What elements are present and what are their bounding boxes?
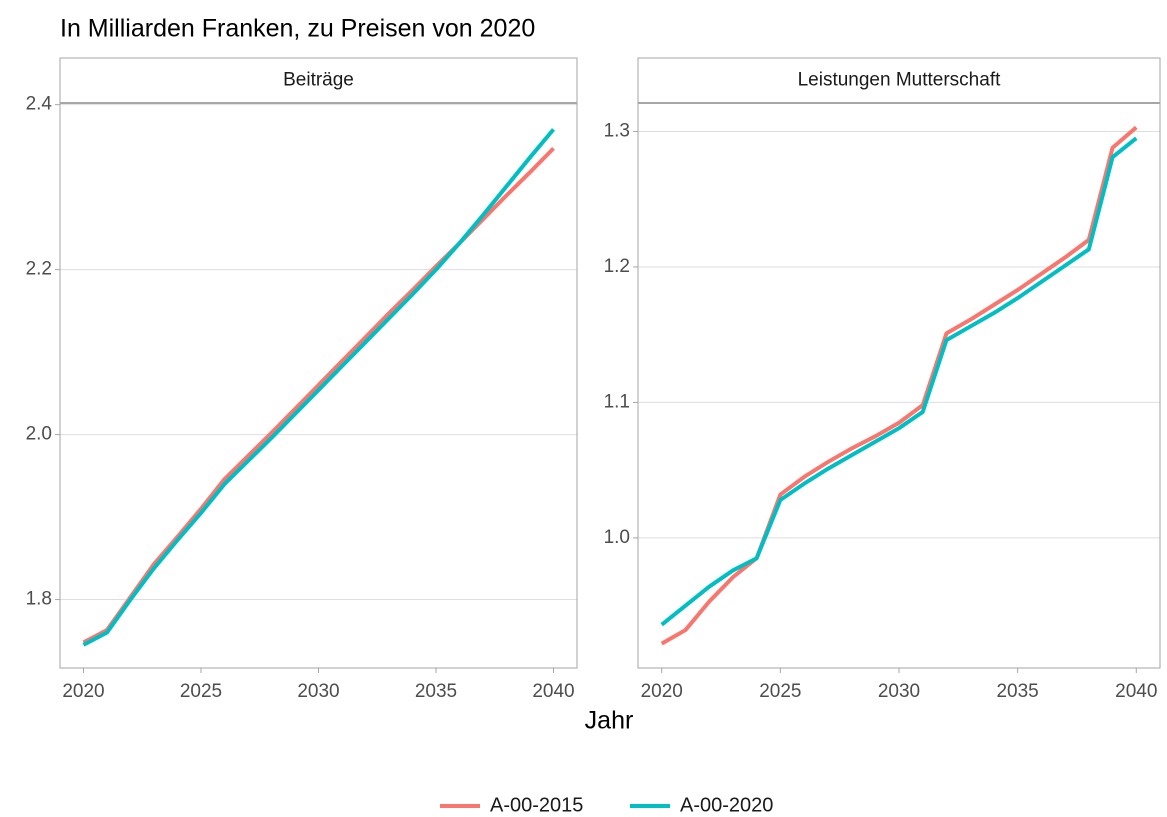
x-tick-label: 2020 [641, 681, 683, 702]
strip [637, 57, 1161, 104]
x-tick-label: 2035 [996, 681, 1038, 702]
x-tick-label: 2030 [878, 681, 920, 702]
strip [59, 57, 578, 104]
y-tick-label: 1.1 [604, 391, 630, 412]
y-tick-label: 2.0 [26, 424, 52, 445]
x-axis-label: Jahr [585, 707, 634, 735]
x-tick-label: 2030 [297, 681, 339, 702]
y-tick-label: 1.8 [26, 589, 52, 610]
legend-label: A-00-2020 [680, 794, 773, 816]
y-tick-label: 2.4 [26, 94, 53, 115]
series-line [660, 125, 1138, 646]
series-line [82, 128, 556, 647]
x-tick-label: 2040 [1115, 681, 1157, 702]
x-tick-label: 2025 [180, 681, 222, 702]
strip-label: Beiträge [283, 70, 354, 91]
strip-label: Leistungen Mutterschaft [798, 70, 1002, 91]
chart-title: In Milliarden Franken, zu Preisen von 20… [60, 15, 535, 43]
legend-label: A-00-2015 [490, 794, 583, 816]
y-tick-label: 2.2 [26, 259, 52, 280]
series-line [660, 136, 1138, 627]
y-tick-label: 1.3 [604, 120, 630, 141]
x-tick-label: 2040 [532, 681, 574, 702]
y-tick-label: 1.0 [604, 527, 630, 548]
x-tick-label: 2025 [759, 681, 801, 702]
x-tick-label: 2020 [62, 681, 104, 702]
y-tick-label: 1.2 [604, 256, 630, 277]
x-tick-label: 2035 [415, 681, 457, 702]
